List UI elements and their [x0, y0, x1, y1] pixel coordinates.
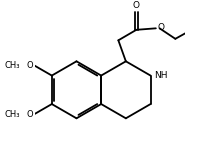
Text: CH₃: CH₃	[5, 61, 20, 69]
Text: CH₃: CH₃	[5, 110, 20, 119]
Text: O: O	[26, 110, 33, 119]
Text: O: O	[158, 23, 165, 32]
Text: O: O	[26, 61, 33, 69]
Text: NH: NH	[154, 71, 168, 80]
Text: O: O	[133, 1, 140, 10]
